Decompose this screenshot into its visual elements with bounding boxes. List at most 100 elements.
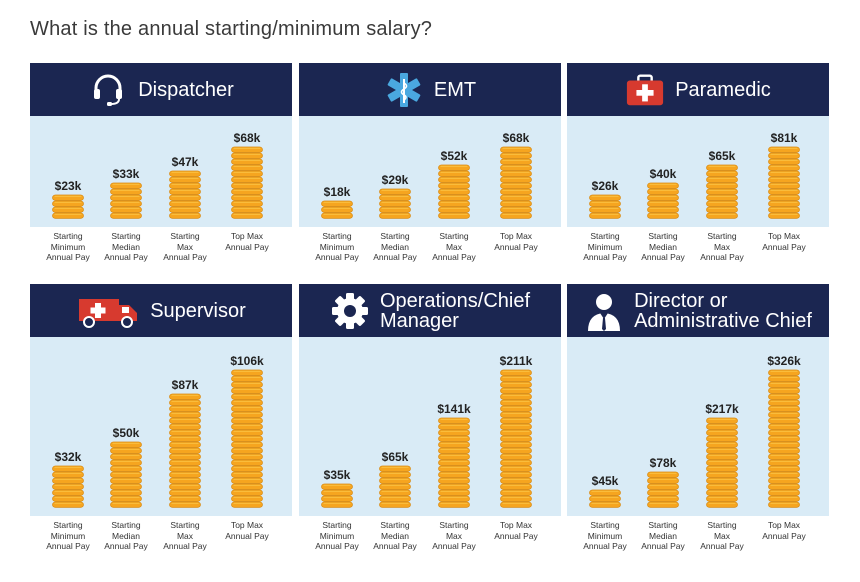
coin-stack-bar	[589, 489, 621, 508]
panel-header: Dispatcher	[30, 63, 292, 116]
x-tick-label: Top Max Annual Pay	[494, 520, 538, 541]
x-tick-label: Starting Max Annual Pay	[432, 231, 476, 262]
x-tick-label: Starting Median Annual Pay	[373, 520, 417, 551]
coin-stack-bar	[706, 164, 738, 219]
value-label: $68k	[234, 131, 261, 145]
value-label: $52k	[441, 149, 468, 163]
chart-area: $35k $65k $141k $211k	[299, 337, 561, 516]
panel-title: Paramedic	[675, 78, 771, 101]
coin-stack-bar	[231, 146, 263, 219]
panel-header: Operations/Chief Manager	[299, 284, 561, 337]
emt-panel: EMT $18k $29k $52k $68k Starting Minimum An…	[299, 63, 561, 267]
x-axis-labels: Starting Minimum Annual Pay Starting Med…	[299, 516, 561, 556]
coin-chart: $35k $65k $141k $211k	[321, 354, 533, 508]
coin-stack-bar	[169, 170, 201, 219]
coin-stack-bar	[589, 194, 621, 219]
value-label: $68k	[503, 131, 530, 145]
coin-stack-bar	[647, 182, 679, 219]
chart-area: $45k $78k $217k $326k	[567, 337, 829, 516]
coin-chart: $32k $50k $87k $106k	[52, 354, 264, 508]
x-axis-labels: Starting Minimum Annual Pay Starting Med…	[30, 516, 292, 556]
coin-stack-bar	[52, 194, 84, 219]
value-label: $33k	[113, 167, 140, 181]
x-axis-labels: Starting Minimum Annual Pay Starting Med…	[30, 227, 292, 267]
x-tick-label: Starting Median Annual Pay	[641, 231, 685, 262]
x-tick-label: Top Max Annual Pay	[225, 231, 269, 252]
value-label: $18k	[324, 185, 351, 199]
value-label: $65k	[382, 450, 409, 464]
value-label: $106k	[230, 354, 264, 368]
x-tick-label: Starting Max Annual Pay	[700, 231, 744, 262]
person-in-suit-icon	[584, 291, 624, 331]
x-tick-label: Starting Minimum Annual Pay	[46, 520, 90, 551]
x-axis-labels: Starting Minimum Annual Pay Starting Med…	[567, 227, 829, 267]
coin-chart: $26k $40k $65k $81k	[589, 131, 800, 219]
medical-kit-icon	[625, 70, 665, 110]
coin-stack-bar	[768, 146, 800, 219]
value-label: $217k	[705, 402, 739, 416]
value-label: $26k	[592, 179, 619, 193]
panel-header: EMT	[299, 63, 561, 116]
x-tick-label: Starting Median Annual Pay	[641, 520, 685, 551]
coin-stack-bar	[647, 471, 679, 508]
coin-stack-bar	[438, 417, 470, 508]
value-label: $32k	[55, 450, 82, 464]
panel-title: Dispatcher	[138, 78, 234, 101]
coin-stack-bar	[321, 483, 353, 508]
director-administrative-chief-panel: Director or Administrative Chief $45k $78…	[567, 284, 829, 556]
x-tick-label: Top Max Annual Pay	[225, 520, 269, 541]
supervisor-panel: Supervisor $32k $50k $87k $106k Starting Mi…	[30, 284, 292, 556]
x-tick-label: Top Max Annual Pay	[762, 520, 806, 541]
coin-stack-bar	[500, 369, 532, 508]
panel-header: Supervisor	[30, 284, 292, 337]
chart-area: $18k $29k $52k $68k	[299, 116, 561, 227]
value-label: $78k	[650, 456, 677, 470]
gear-icon	[330, 291, 370, 331]
value-label: $211k	[500, 354, 533, 368]
coin-stack-bar	[52, 465, 84, 508]
chart-area: $23k $33k $47k $68k	[30, 116, 292, 227]
star-of-life-icon	[384, 70, 424, 110]
chart-area: $26k $40k $65k $81k	[567, 116, 829, 227]
coin-stack-bar	[169, 393, 201, 508]
coin-stack-bar	[500, 146, 532, 219]
panel-title: EMT	[433, 78, 477, 101]
chart-area: $32k $50k $87k $106k	[30, 337, 292, 516]
value-label: $141k	[437, 402, 471, 416]
dispatcher-panel: Dispatcher $23k $33k $47k $68k Starting Min…	[30, 63, 292, 267]
coin-stack-bar	[110, 441, 142, 508]
value-label: $35k	[324, 468, 351, 482]
x-tick-label: Starting Minimum Annual Pay	[583, 231, 627, 262]
coin-chart: $45k $78k $217k $326k	[589, 354, 801, 508]
coin-stack-bar	[438, 164, 470, 219]
value-label: $45k	[592, 474, 619, 488]
coin-chart: $18k $29k $52k $68k	[321, 131, 532, 219]
x-axis-labels: Starting Minimum Annual Pay Starting Med…	[567, 516, 829, 556]
panel-title: Operations/Chief Manager	[379, 289, 531, 332]
x-tick-label: Starting Max Annual Pay	[163, 231, 207, 262]
coin-stack-bar	[379, 188, 411, 219]
x-tick-label: Starting Minimum Annual Pay	[315, 520, 359, 551]
coin-chart: $23k $33k $47k $68k	[52, 131, 263, 219]
panel-title: Supervisor	[150, 299, 246, 322]
coin-stack-bar	[379, 465, 411, 508]
x-tick-label: Top Max Annual Pay	[494, 231, 538, 252]
coin-stack-bar	[706, 417, 738, 508]
value-label: $23k	[55, 179, 82, 193]
operations-chief-manager-panel: Operations/Chief Manager $35k $65k $141k $2…	[299, 284, 561, 556]
value-label: $87k	[172, 378, 199, 392]
panel-title: Director or Administrative Chief	[634, 289, 812, 332]
x-tick-label: Starting Max Annual Pay	[700, 520, 744, 551]
value-label: $29k	[382, 173, 409, 187]
ambulance-icon	[76, 291, 140, 331]
value-label: $65k	[709, 149, 736, 163]
x-tick-label: Starting Max Annual Pay	[163, 520, 207, 551]
coin-stack-bar	[768, 369, 800, 508]
x-tick-label: Starting Minimum Annual Pay	[315, 231, 359, 262]
panel-header: Director or Administrative Chief	[567, 284, 829, 337]
value-label: $40k	[650, 167, 677, 181]
coin-stack-bar	[110, 182, 142, 219]
x-tick-label: Starting Median Annual Pay	[373, 231, 417, 262]
x-tick-label: Starting Minimum Annual Pay	[583, 520, 627, 551]
x-tick-label: Starting Median Annual Pay	[104, 231, 148, 262]
